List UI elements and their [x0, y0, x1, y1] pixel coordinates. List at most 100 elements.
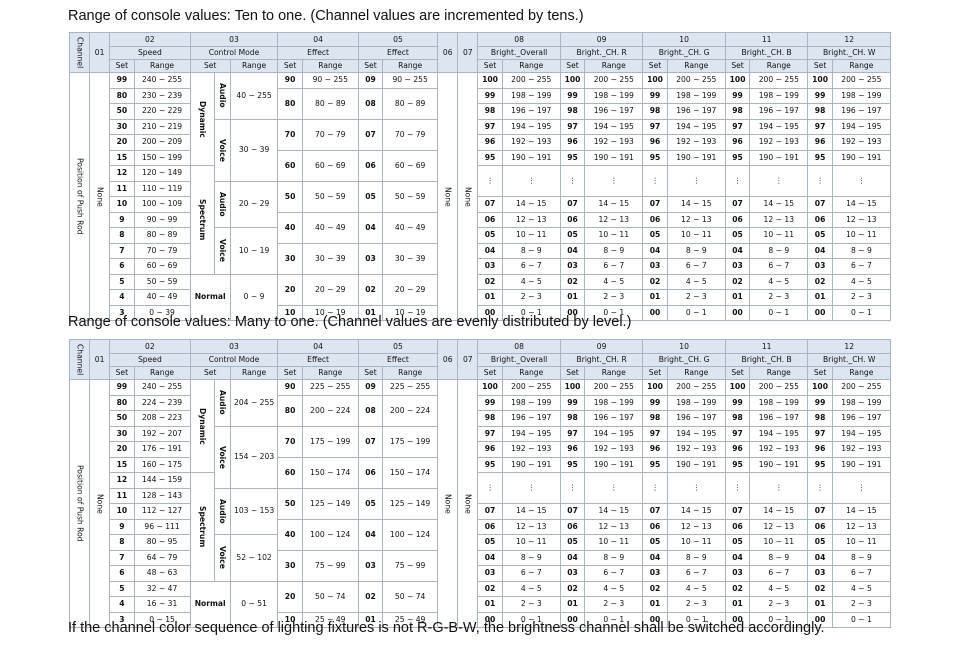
- range-header: Range: [229, 59, 279, 73]
- brightness-set: 02: [477, 580, 503, 597]
- brightness-set: 05: [724, 227, 751, 244]
- brightness-overall-header: Bright._Overall: [477, 46, 561, 60]
- brightness-set: 97: [724, 425, 751, 442]
- table-row: 9 96 ~ 111 40 100 ~ 124 04 100 ~ 124 06 12 ~ 13…: [70, 518, 892, 551]
- brightness-set: 95: [477, 456, 503, 473]
- speed-set: 30: [109, 118, 135, 135]
- brightness-set: 98: [642, 410, 668, 427]
- brightness-set: 00: [477, 304, 503, 321]
- brightness-set: 99: [724, 394, 751, 411]
- range-header: Range: [301, 366, 359, 380]
- brightness-set: 07: [642, 196, 668, 213]
- table-row: 50 220 ~ 229 98 196 ~ 197 98 196 ~ 197 98 196 ~…: [70, 103, 892, 120]
- range-header: Range: [831, 366, 892, 380]
- brightness-set: 00: [807, 611, 833, 628]
- brightness-set: 00: [724, 304, 751, 321]
- table2-heading: Range of console values: Many to one. (C…: [68, 314, 632, 330]
- set-header: Set: [559, 366, 586, 380]
- effect4-range: 30 ~ 39: [301, 242, 359, 275]
- brightness-range: 196 ~ 197: [666, 410, 726, 427]
- brightness-set: 95: [724, 149, 751, 166]
- brightness-range: 196 ~ 197: [501, 410, 561, 427]
- brightness-range: 194 ~ 195: [501, 425, 561, 442]
- brightness-set: 04: [642, 242, 668, 259]
- brightness-range: 2 ~ 3: [749, 289, 809, 306]
- effect4-set: 70: [277, 118, 303, 151]
- effect4-set: 40: [277, 211, 303, 244]
- brightness-range: 6 ~ 7: [666, 565, 726, 582]
- effect4-range: 20 ~ 29: [301, 273, 359, 306]
- brightness-range: 2 ~ 3: [501, 596, 561, 613]
- brightness-range: 190 ~ 191: [831, 456, 892, 473]
- dynamic-audio-label: Audio: [213, 72, 231, 120]
- speed-set: 4: [109, 289, 135, 306]
- speed-set: 3: [109, 611, 135, 628]
- effect5-set: 04: [357, 211, 384, 244]
- speed-set: 10: [109, 503, 135, 520]
- dynamic-audio-label: Audio: [213, 379, 231, 427]
- brightness-set: 07: [642, 503, 668, 520]
- set-header: Set: [357, 366, 384, 380]
- table-row: 8 80 ~ 89 Voice 10 ~ 19 05 10 ~ 11 05 10 ~ 11 05…: [70, 227, 892, 275]
- brightness-range: 6 ~ 7: [831, 258, 892, 275]
- speed-range: 40 ~ 49: [133, 289, 191, 306]
- effect5-range: 90 ~ 255: [382, 72, 439, 89]
- brightness-set: 03: [477, 258, 503, 275]
- table-row: 4 16 ~ 31 01 2 ~ 3 01 2 ~ 3 01 2 ~ 3 01 2 ~ 3 01 2 …: [70, 596, 892, 613]
- speed-range: 0 ~ 15: [133, 611, 191, 628]
- brightness-range: 14 ~ 15: [749, 503, 809, 520]
- brightness-set: 01: [642, 596, 668, 613]
- brightness-set: 02: [642, 580, 668, 597]
- effect-header: Effect: [357, 353, 439, 367]
- set-header: Set: [277, 59, 303, 73]
- brightness-set: 04: [559, 242, 586, 259]
- brightness-range: 10 ~ 11: [666, 534, 726, 551]
- set-header: Set: [109, 366, 135, 380]
- range-header: Range: [666, 59, 726, 73]
- footnote: If the channel color sequence of lightin…: [68, 620, 825, 636]
- channel-08-header: 08: [477, 32, 561, 47]
- table-row: 12 144 ~ 159 Spectrum ⋮ ⋮ ⋮ ⋮ ⋮ ⋮ ⋮ ⋮ ⋮ ⋮: [70, 472, 892, 582]
- brightness-range: 4 ~ 5: [501, 580, 561, 597]
- speed-set: 30: [109, 425, 135, 442]
- console-values-table-many-to-one: Channel 01 02 03 04 05 06 07 08 09 10 11 12 Speed Cont…: [68, 339, 892, 628]
- brightness-range: 198 ~ 199: [501, 87, 561, 104]
- table-row: 7 64 ~ 79 30 75 ~ 99 03 75 ~ 99 04 8 ~ 9 04 8 ~ 9…: [70, 549, 892, 582]
- brightness-set: 04: [477, 242, 503, 259]
- brightness-set: 02: [807, 273, 833, 290]
- range-header: Range: [501, 366, 561, 380]
- spectrum-voice-range: 10 ~ 19: [229, 227, 279, 275]
- brightness-set: 06: [642, 211, 668, 228]
- brightness-range: 6 ~ 7: [749, 565, 809, 582]
- speed-range: 50 ~ 59: [133, 273, 191, 290]
- speed-range: 60 ~ 69: [133, 258, 191, 275]
- channel-09-header: 09: [559, 339, 644, 354]
- brightness-range: 2 ~ 3: [584, 596, 644, 613]
- brightness-range: 10 ~ 11: [501, 227, 561, 244]
- speed-range: 64 ~ 79: [133, 549, 191, 566]
- effect5-set: 09: [357, 379, 384, 396]
- brightness-set: 95: [559, 456, 586, 473]
- effect5-set: 02: [357, 580, 384, 613]
- speed-range: 0 ~ 39: [133, 304, 191, 321]
- speed-set: 80: [109, 87, 135, 104]
- brightness-range: 190 ~ 191: [501, 456, 561, 473]
- effect5-range: 70 ~ 79: [382, 118, 439, 151]
- brightness-set: 01: [724, 289, 751, 306]
- brightness-range: 2 ~ 3: [501, 289, 561, 306]
- speed-range: 208 ~ 223: [133, 410, 191, 427]
- set-header: Set: [642, 59, 668, 73]
- brightness-range: 192 ~ 193: [584, 441, 644, 458]
- dynamic-audio-range: 204 ~ 255: [229, 379, 279, 427]
- effect5-set: 07: [357, 425, 384, 458]
- brightness-set: 99: [807, 394, 833, 411]
- speed-range: 80 ~ 89: [133, 227, 191, 244]
- table-row: 12 120 ~ 149 Spectrum ⋮ ⋮ ⋮ ⋮ ⋮ ⋮ ⋮ ⋮ ⋮ ⋮: [70, 165, 892, 275]
- brightness-range: 14 ~ 15: [831, 503, 892, 520]
- brightness-range: 194 ~ 195: [831, 425, 892, 442]
- brightness-range: 200 ~ 255: [666, 379, 726, 396]
- speed-range: 100 ~ 109: [133, 196, 191, 213]
- spectrum-audio-label: Audio: [213, 487, 231, 535]
- effect4-set: 20: [277, 580, 303, 613]
- brightness-set: 03: [807, 565, 833, 582]
